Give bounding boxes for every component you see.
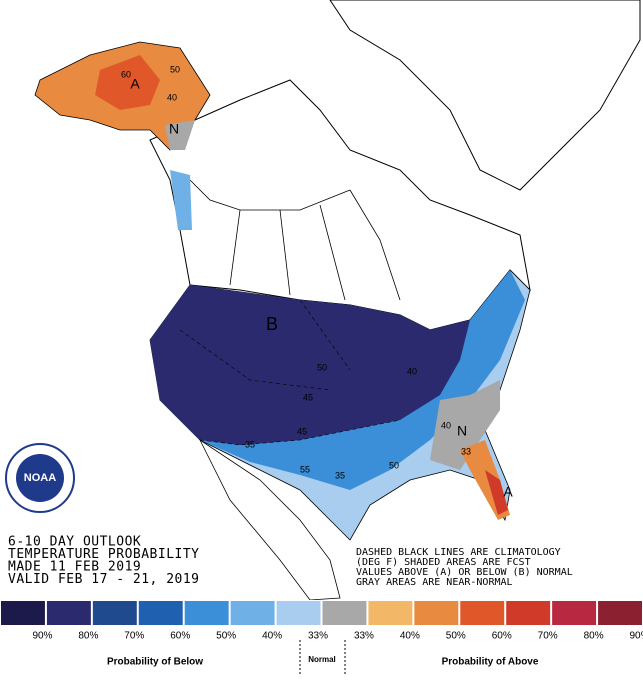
map-label: 35: [335, 470, 345, 480]
legend-label: 40%: [400, 631, 420, 642]
logo-text: NOAA: [24, 472, 56, 484]
florida-warm: [485, 470, 508, 515]
map-label: 55: [300, 464, 310, 474]
map-label: 50: [389, 460, 399, 470]
map-label: 40: [407, 366, 417, 376]
note-line: GRAY AREAS ARE NEAR-NORMAL: [356, 577, 513, 588]
legend-swatch: [322, 601, 367, 625]
map-label: 50: [317, 362, 327, 372]
legend-swatch: [184, 601, 229, 625]
map-label: A: [130, 76, 140, 92]
usa-80: [150, 285, 470, 445]
alaska-normal: [165, 120, 195, 150]
map-label: N: [457, 423, 467, 439]
outlook-line: TEMPERATURE PROBABILITY: [8, 547, 200, 562]
map-label: 33: [461, 446, 471, 456]
outlook-line: 6-10 DAY OUTLOOK: [8, 535, 141, 550]
note-line: (DEG F) SHADED AREAS ARE FCST: [356, 557, 531, 568]
map-label: 40: [441, 420, 451, 430]
legend-swatch: [92, 601, 137, 625]
note-line: DASHED BLACK LINES ARE CLIMATOLOGY: [356, 547, 561, 558]
legend-normal: Normal: [308, 655, 336, 664]
legend-label: 80%: [584, 631, 604, 642]
legend-swatch: [276, 601, 321, 625]
legend-swatch: [46, 601, 91, 625]
map-label: A: [503, 484, 513, 500]
map-label: N: [169, 121, 179, 137]
legend-swatch: [598, 601, 642, 625]
legend-swatch: [552, 601, 597, 625]
legend-label: 80%: [78, 631, 98, 642]
legend-swatch: [138, 601, 183, 625]
legend-label: 90%: [32, 631, 52, 642]
map-label: 45: [297, 426, 307, 436]
noaa-logo-inner: [16, 454, 64, 502]
legend-swatch: [460, 601, 505, 625]
legend-below: Probability of Below: [107, 657, 203, 668]
legend-label: 50%: [446, 631, 466, 642]
mexico: [198, 438, 341, 601]
map-label: 50: [170, 64, 180, 74]
province-lines: [189, 179, 401, 301]
note-line: VALUES ABOVE (A) OR BELOW (B) NORMAL: [356, 567, 573, 578]
map-label: B: [266, 314, 278, 334]
bc-coast: [170, 170, 192, 230]
legend-swatch: [414, 601, 459, 625]
map-label: 45: [303, 392, 313, 402]
legend-label: 40%: [262, 631, 282, 642]
legend-label: 60%: [492, 631, 512, 642]
usa-normal: [430, 380, 500, 470]
legend-above: Probability of Above: [442, 657, 539, 668]
climatology-lines: [179, 299, 401, 446]
map-label: 35: [245, 439, 255, 449]
legend-swatch: [506, 601, 551, 625]
legend-label: 33%: [308, 631, 328, 642]
outlook-line: VALID FEB 17 - 21, 2019: [8, 572, 200, 587]
legend-label: 60%: [170, 631, 190, 642]
legend-swatch: [1, 601, 45, 625]
legend-label: 70%: [538, 631, 558, 642]
greenland: [329, 0, 641, 191]
map-label: 60: [121, 69, 131, 79]
legend-label: 70%: [124, 631, 144, 642]
map-label: 40: [167, 92, 177, 102]
legend-swatch: [368, 601, 413, 625]
alaska-warm: [95, 55, 160, 110]
legend-label: 90%: [630, 631, 643, 642]
outlook-line: MADE 11 FEB 2019: [8, 560, 141, 575]
legend-label: 33%: [354, 631, 374, 642]
legend-swatch: [230, 601, 275, 625]
legend-label: 50%: [216, 631, 236, 642]
